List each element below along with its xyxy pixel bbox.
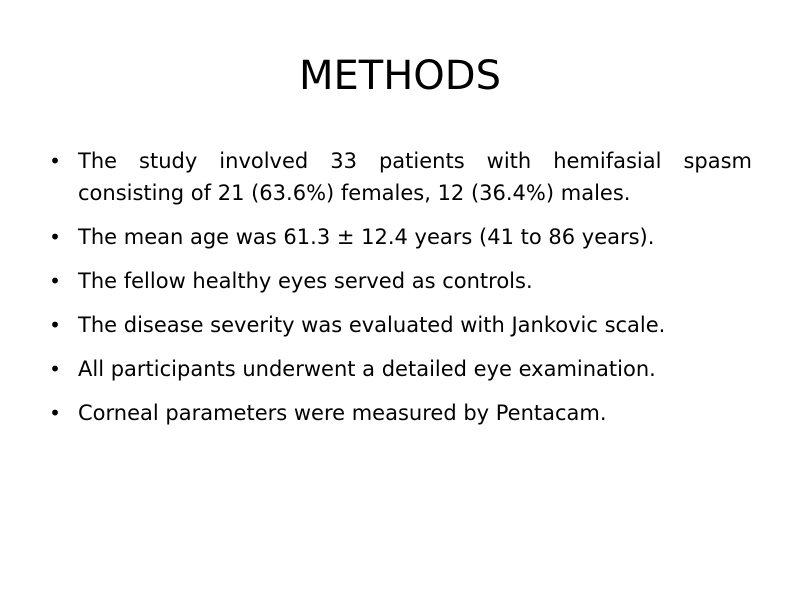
- bullet-dot-icon: •: [49, 357, 61, 381]
- bullet-item: • Corneal parameters were measured by Pe…: [40, 397, 752, 429]
- bullet-text: The study involved 33 patients with hemi…: [78, 149, 752, 205]
- bullet-text: The fellow healthy eyes served as contro…: [78, 269, 533, 293]
- bullet-text: The disease severity was evaluated with …: [78, 313, 666, 337]
- bullet-text: All participants underwent a detailed ey…: [78, 357, 656, 381]
- bullet-dot-icon: •: [49, 269, 61, 293]
- bullet-item: • All participants underwent a detailed …: [40, 353, 752, 385]
- bullet-dot-icon: •: [49, 225, 61, 249]
- bullet-item: • The fellow healthy eyes served as cont…: [40, 265, 752, 297]
- bullet-item: • The study involved 33 patients with he…: [40, 145, 752, 209]
- bullet-item: • The mean age was 61.3 ± 12.4 years (41…: [40, 221, 752, 253]
- bullet-dot-icon: •: [49, 149, 61, 173]
- bullet-dot-icon: •: [49, 313, 61, 337]
- bullet-item: • The disease severity was evaluated wit…: [40, 309, 752, 341]
- bullet-text: The mean age was 61.3 ± 12.4 years (41 t…: [78, 225, 655, 249]
- bullet-text: Corneal parameters were measured by Pent…: [78, 401, 607, 425]
- bullet-dot-icon: •: [49, 401, 61, 425]
- bullet-list: • The study involved 33 patients with he…: [40, 145, 752, 441]
- slide-title: METHODS: [299, 53, 501, 99]
